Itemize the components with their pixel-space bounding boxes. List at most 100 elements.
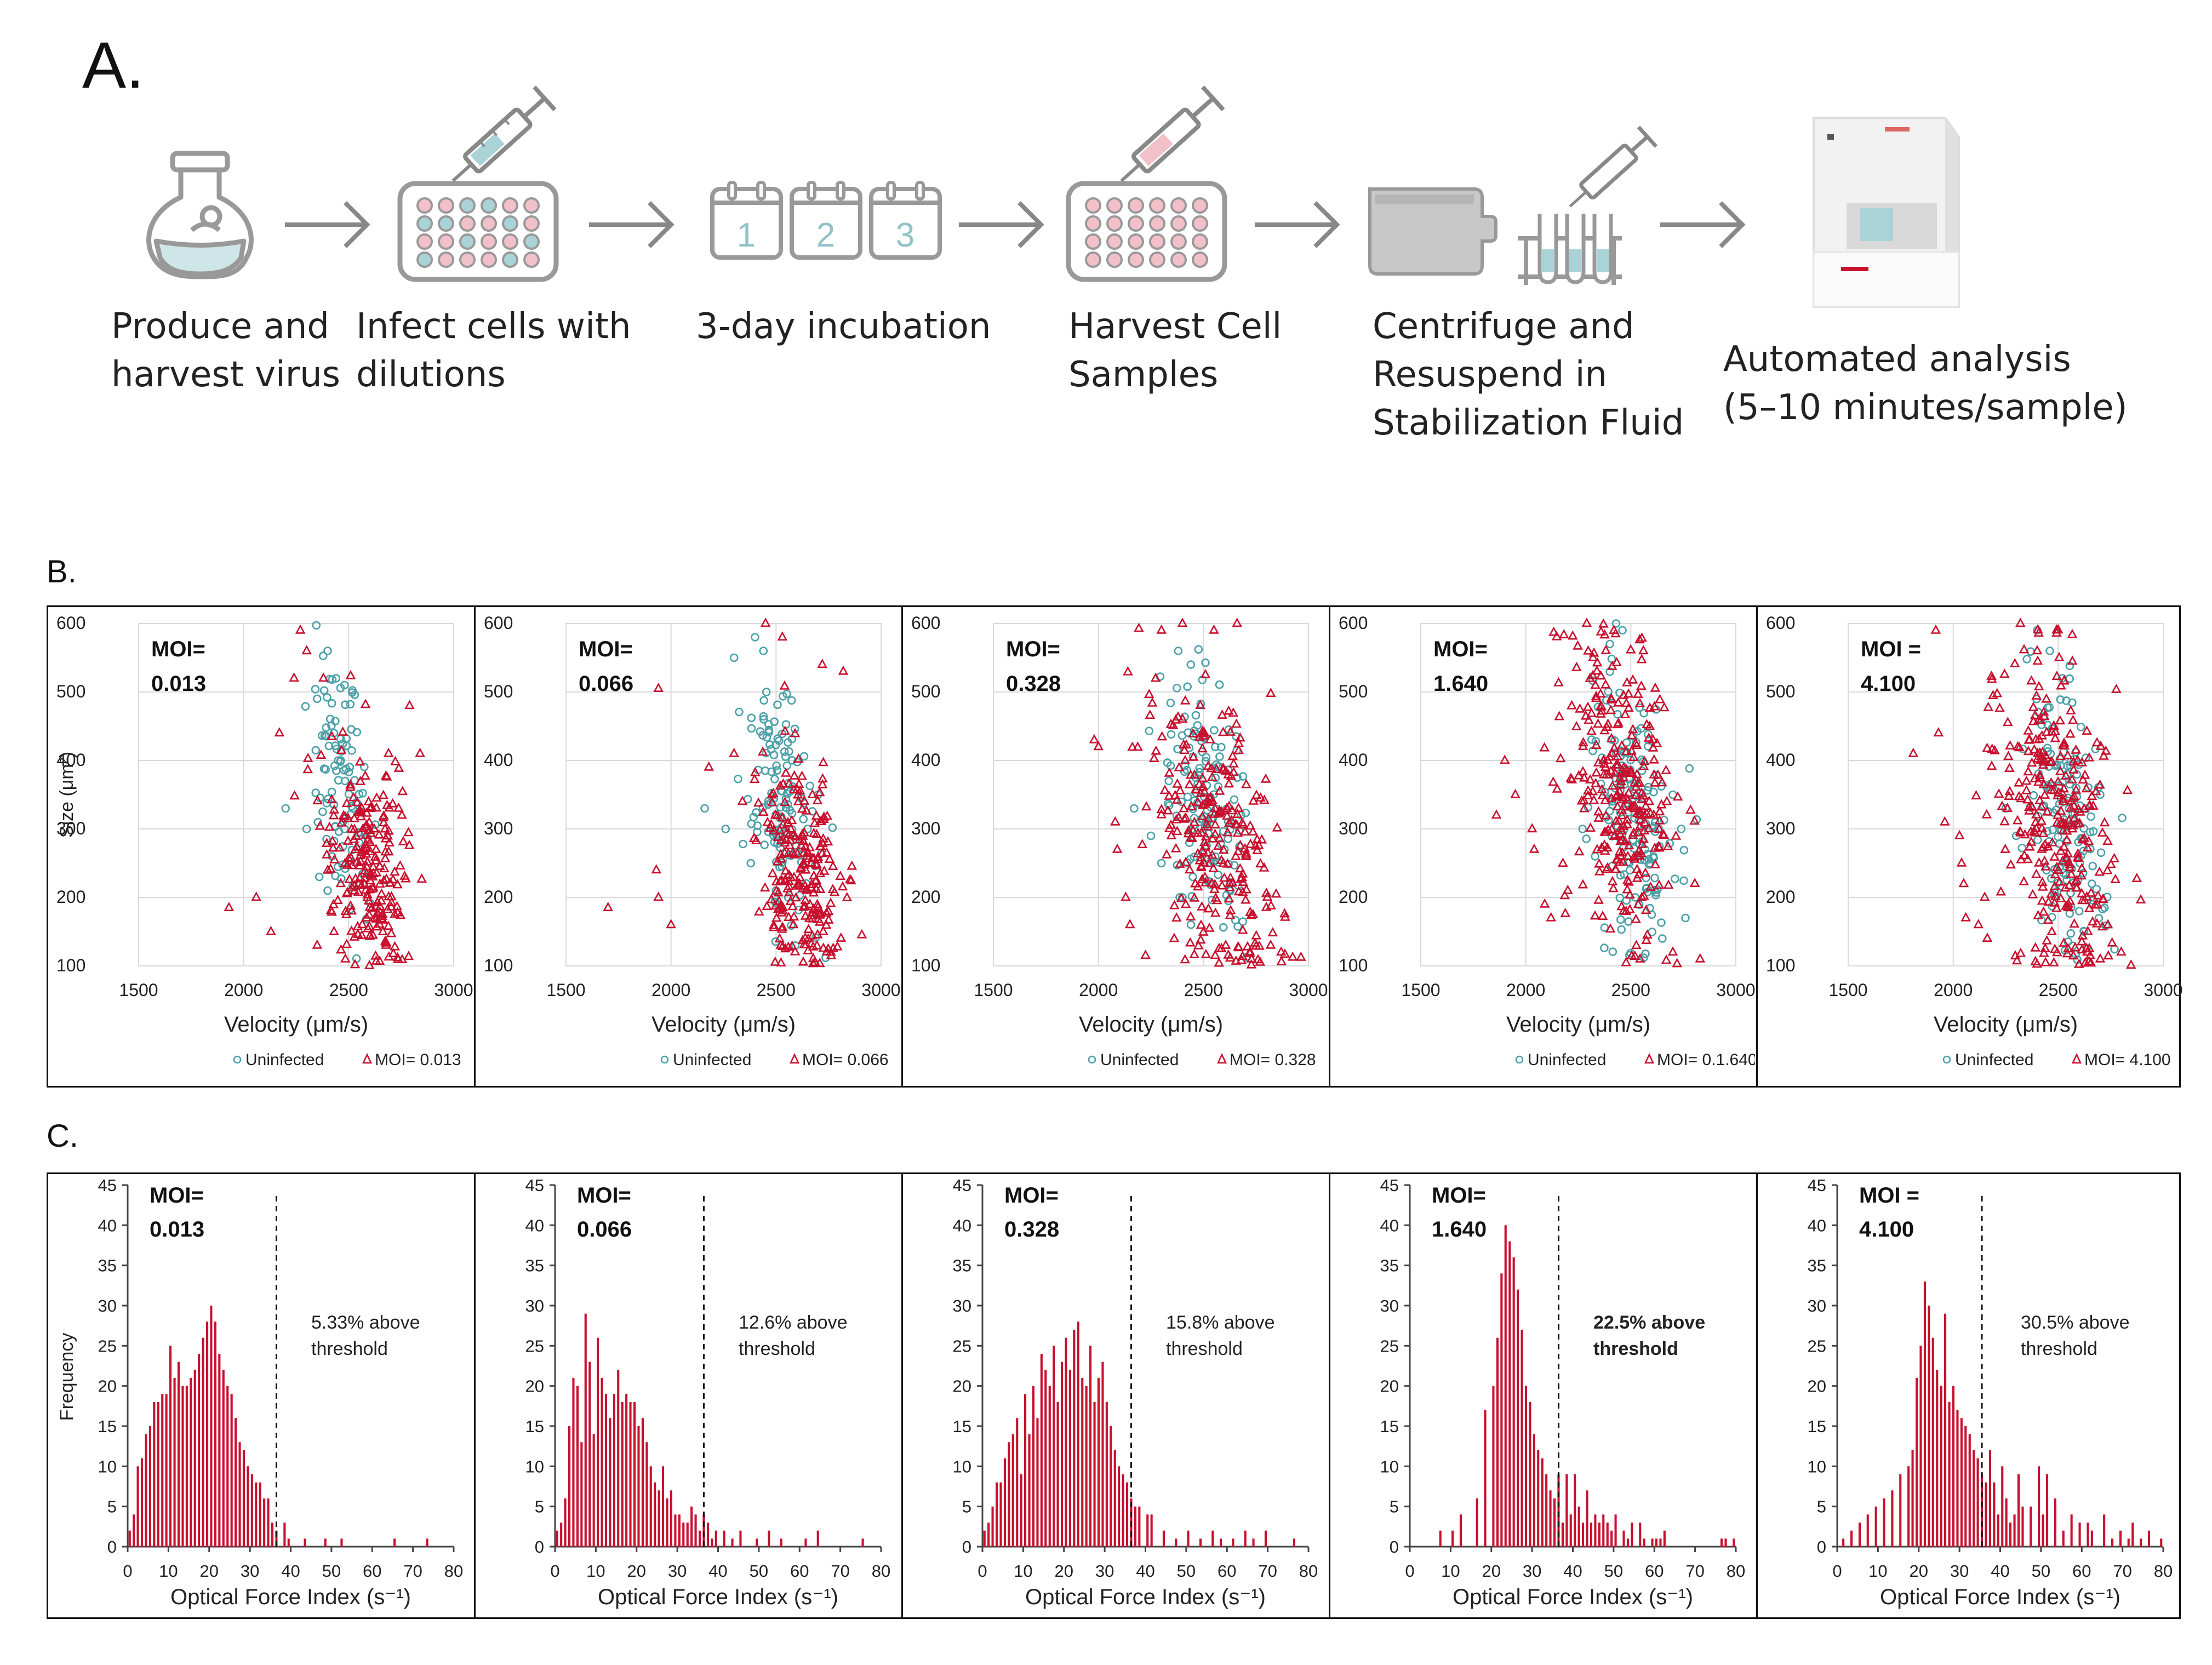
infected-point bbox=[1179, 813, 1190, 823]
panel-c-letter: C. bbox=[47, 1118, 78, 1154]
infected-point bbox=[1598, 769, 1609, 779]
uninfected-point bbox=[773, 700, 782, 710]
infected-point bbox=[2026, 675, 2037, 685]
infected-point bbox=[1992, 688, 2003, 697]
moi-annotation-line1: MOI= bbox=[1432, 1183, 1486, 1208]
infected-point bbox=[2079, 832, 2090, 842]
infected-point bbox=[800, 841, 811, 851]
infected-point bbox=[1636, 680, 1647, 690]
infected-point bbox=[1194, 779, 1205, 788]
uninfected-point bbox=[781, 752, 790, 761]
infected-point bbox=[2101, 745, 2111, 755]
infected-point bbox=[1173, 711, 1184, 721]
infected-point bbox=[372, 908, 383, 918]
infected-point bbox=[2072, 852, 2083, 862]
infected-point bbox=[1636, 848, 1647, 857]
infected-point bbox=[845, 875, 856, 885]
uninfected-point bbox=[311, 685, 320, 694]
infected-point bbox=[327, 794, 337, 804]
x-tick-label: 40 bbox=[1563, 1561, 1582, 1581]
y-tick-label: 0 bbox=[535, 1537, 544, 1557]
y-tick-label: 500 bbox=[56, 682, 85, 701]
plate-well-icon bbox=[502, 215, 518, 232]
uninfected-point bbox=[334, 776, 343, 785]
histogram-bar bbox=[1557, 1474, 1560, 1547]
infected-point bbox=[2107, 937, 2117, 947]
infected-point bbox=[1607, 780, 1618, 790]
y-tick-label: 5 bbox=[1390, 1497, 1399, 1517]
histogram-bar bbox=[1048, 1386, 1051, 1547]
uninfected-point bbox=[1608, 947, 1617, 957]
infected-point bbox=[341, 798, 352, 808]
x-axis-label: Velocity (μm/s) bbox=[1079, 1012, 1223, 1037]
infected-point bbox=[1606, 694, 1617, 703]
x-axis-label: Optical Force Index (s⁻¹) bbox=[598, 1585, 838, 1609]
histogram-bar bbox=[2046, 1474, 2049, 1547]
infected-point bbox=[762, 901, 773, 911]
infected-point bbox=[1633, 688, 1644, 698]
infected-point bbox=[800, 880, 810, 890]
infected-point bbox=[1639, 809, 1650, 819]
uninfected-point bbox=[336, 683, 345, 693]
infected-point bbox=[818, 837, 828, 847]
uninfected-point bbox=[1202, 753, 1211, 762]
uninfected-point bbox=[2087, 812, 2095, 821]
infected-point bbox=[758, 806, 769, 816]
histogram-bar bbox=[1053, 1346, 1055, 1547]
above-threshold-note-line1: 5.33% above bbox=[311, 1312, 420, 1333]
infected-point bbox=[2015, 947, 2026, 957]
infected-point bbox=[1148, 753, 1159, 763]
infected-point bbox=[2015, 617, 2026, 627]
infected-point bbox=[2087, 791, 2097, 800]
infected-point bbox=[1539, 742, 1550, 752]
infected-point bbox=[2021, 785, 2032, 794]
infected-point bbox=[1996, 886, 2007, 896]
infected-point bbox=[360, 821, 371, 831]
infected-point bbox=[779, 680, 790, 690]
infected-point bbox=[381, 937, 391, 947]
infected-point bbox=[1999, 816, 2010, 826]
histogram-bar bbox=[674, 1514, 677, 1547]
y-tick-label: 10 bbox=[953, 1457, 971, 1476]
uninfected-point bbox=[1219, 923, 1228, 932]
infected-point bbox=[1982, 742, 1993, 752]
infected-point bbox=[785, 823, 796, 833]
infected-point bbox=[776, 853, 787, 863]
uninfected-point bbox=[1587, 735, 1596, 744]
infected-point bbox=[376, 888, 387, 898]
infected-point bbox=[2057, 817, 2068, 827]
infected-point bbox=[378, 817, 389, 827]
infected-point bbox=[2084, 752, 2095, 762]
infected-point bbox=[378, 914, 388, 924]
uninfected-point bbox=[2076, 723, 2085, 731]
above-threshold-note-line2: threshold bbox=[1593, 1338, 1678, 1359]
infected-point bbox=[384, 951, 394, 961]
infected-point bbox=[1695, 953, 1706, 963]
histogram-bar bbox=[1521, 1330, 1523, 1547]
y-tick-label: 40 bbox=[953, 1216, 971, 1235]
infected-point bbox=[1089, 734, 1100, 743]
histogram-bar bbox=[1040, 1354, 1043, 1547]
infected-point bbox=[374, 878, 385, 888]
infected-point bbox=[1614, 786, 1625, 796]
infected-point bbox=[2058, 793, 2068, 803]
infected-point bbox=[1180, 695, 1191, 705]
infected-point bbox=[1597, 911, 1608, 920]
infected-point bbox=[824, 914, 834, 924]
infected-point bbox=[1637, 838, 1648, 848]
infected-point bbox=[2023, 746, 2034, 756]
uninfected-point bbox=[1651, 888, 1661, 897]
infected-point bbox=[1239, 826, 1250, 836]
infected-point bbox=[1605, 705, 1616, 714]
plate-well-icon bbox=[1128, 197, 1144, 214]
histogram-bar bbox=[2062, 1530, 2065, 1547]
infected-point bbox=[1093, 741, 1104, 751]
infected-point bbox=[1225, 909, 1236, 919]
infected-point bbox=[2055, 715, 2066, 725]
uninfected-point bbox=[1157, 859, 1166, 868]
infected-point bbox=[1191, 784, 1201, 794]
infected-point bbox=[1202, 794, 1213, 804]
plate-well-icon bbox=[481, 197, 497, 214]
infected-point bbox=[401, 873, 411, 883]
histogram-bar bbox=[1874, 1506, 1877, 1547]
